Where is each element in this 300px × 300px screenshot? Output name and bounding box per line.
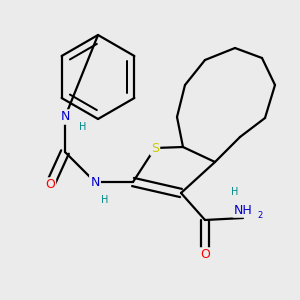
Text: N: N bbox=[60, 110, 70, 124]
Text: 2: 2 bbox=[257, 212, 262, 220]
Text: H: H bbox=[231, 187, 239, 197]
Text: N: N bbox=[90, 176, 100, 188]
Text: S: S bbox=[151, 142, 159, 154]
Text: O: O bbox=[200, 248, 210, 262]
Text: H: H bbox=[101, 195, 109, 205]
Text: O: O bbox=[45, 178, 55, 191]
Text: H: H bbox=[79, 122, 87, 132]
Text: NH: NH bbox=[234, 203, 252, 217]
